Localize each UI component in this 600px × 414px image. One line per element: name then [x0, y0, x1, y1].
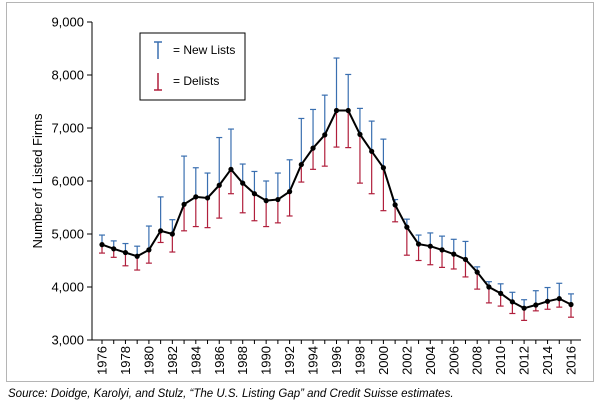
listed-firms-point [228, 166, 234, 172]
listed-firms-point [275, 196, 281, 203]
listed-firms-point [146, 247, 152, 253]
listed-firms-point [392, 202, 398, 208]
x-tick-label: 1982 [165, 346, 180, 375]
y-tick-label: 9,000 [51, 15, 84, 30]
listed-firms-point [99, 242, 105, 248]
y-tick-label: 7,000 [51, 121, 84, 136]
listed-firms-point [556, 296, 562, 302]
listed-firms-point [111, 246, 117, 252]
x-tick-label: 2002 [399, 346, 414, 375]
x-tick-label: 2010 [493, 346, 508, 375]
listed-firms-point [415, 241, 422, 247]
x-tick-label: 2004 [423, 346, 438, 375]
x-tick-label: 1978 [118, 346, 133, 375]
x-tick-label: 1998 [352, 346, 367, 375]
x-tick-label: 1994 [306, 346, 321, 375]
listed-firms-point [181, 201, 187, 207]
chart-svg: 3,000 4,000 5,000 6,000 7,000 8,000 9,000 1976 1… [30, 15, 581, 375]
listed-firms-point [369, 148, 375, 154]
listed-firms-point [498, 290, 504, 296]
listed-firms-point [158, 228, 164, 234]
listed-firms-point [134, 253, 140, 259]
listed-firms-point [486, 284, 492, 290]
y-tick-label: 6,000 [51, 174, 84, 189]
legend-new-lists-label: = New Lists [173, 43, 235, 57]
listed-firms-point [204, 195, 211, 201]
x-tick-label: 1986 [212, 346, 227, 375]
listed-firms-point [169, 231, 175, 237]
source-note: Source: Doidge, Karolyi, and Stulz, “The… [8, 388, 454, 400]
listed-firms-point [193, 194, 199, 200]
listed-firms-point [263, 198, 269, 204]
listed-firms-point [533, 302, 539, 308]
x-tick-label: 2012 [517, 346, 532, 375]
x-tick-label: 2016 [564, 346, 579, 375]
listed-firms-point [451, 251, 457, 257]
listed-firms-point [122, 249, 129, 256]
listed-firms-point [345, 107, 351, 114]
legend-delists-label: = Delists [173, 74, 219, 88]
listed-firms-point [462, 256, 469, 263]
x-tick-label: 1988 [235, 346, 250, 375]
x-tick-label: 1980 [141, 346, 156, 375]
listed-firms-point [474, 269, 480, 275]
x-tick-label: 1996 [329, 346, 344, 375]
listed-firms-point [251, 191, 258, 197]
y-tick-label: 4,000 [51, 280, 84, 295]
listed-firms-point [544, 298, 551, 304]
listed-firms-point [509, 299, 515, 305]
listed-firms-point [240, 180, 246, 186]
listed-firms-point [322, 132, 328, 138]
listed-firms-point [380, 165, 386, 171]
listed-firms-point [439, 247, 445, 253]
listed-firms-point [287, 189, 293, 195]
listed-firms-point [404, 224, 410, 230]
x-tick-label: 1990 [259, 346, 274, 375]
listed-firms-point [427, 243, 433, 249]
y-tick-label: 5,000 [51, 227, 84, 242]
x-tick-label: 1976 [95, 346, 110, 375]
listed-firms-point [298, 161, 304, 168]
listed-firms-point [568, 301, 574, 308]
listed-firms-point [357, 131, 363, 137]
x-tick-label: 2006 [446, 346, 461, 375]
x-tick-label: 2000 [376, 346, 391, 375]
listed-firms-point [521, 305, 527, 311]
y-axis-title: Number of Listed Firms [30, 113, 45, 249]
x-tick-label: 1992 [282, 346, 297, 375]
listed-firms-point [333, 107, 340, 114]
chart-frame [6, 2, 594, 382]
y-tick-label: 3,000 [51, 333, 84, 348]
listed-firms-point [310, 145, 316, 151]
x-tick-label: 2008 [470, 346, 485, 375]
listed-firms-point [216, 182, 222, 188]
x-tick-label: 2014 [540, 346, 555, 375]
x-tick-label: 1984 [188, 346, 203, 375]
y-tick-label: 8,000 [51, 68, 84, 83]
